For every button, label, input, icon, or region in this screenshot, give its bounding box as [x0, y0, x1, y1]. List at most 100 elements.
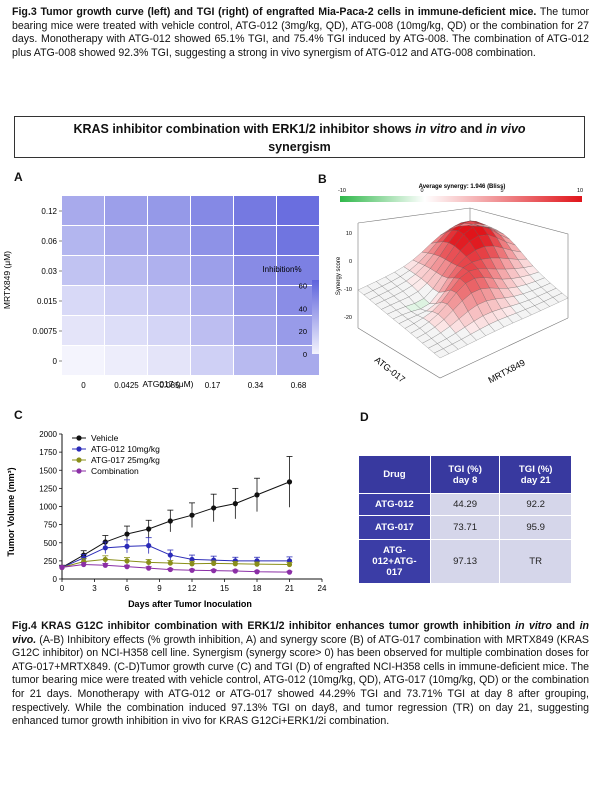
heatmap-cell [191, 316, 233, 345]
data-point [254, 561, 260, 567]
growth-y-tick: 1500 [39, 466, 57, 475]
heatmap-x-tick: 0.17 [205, 381, 221, 390]
growth-y-tick: 1000 [39, 503, 57, 512]
growth-x-tick: 24 [318, 584, 327, 593]
heatmap-x-tick: 0.085 [159, 381, 180, 390]
heatmap-x-tick: 0.68 [291, 381, 307, 390]
data-point [189, 567, 195, 573]
heatmap-y-tick: 0.015 [37, 297, 58, 306]
banner-italic-in-vitro: in vitro [415, 122, 457, 136]
banner-and: and [456, 122, 486, 136]
growth-x-tick: 0 [60, 584, 65, 593]
z-tick: -10 [344, 287, 352, 293]
data-point [167, 552, 173, 558]
z-axis-label: Synergy score [336, 256, 342, 295]
synergy-bar-tick: 5 [500, 188, 503, 194]
fig4-caption-and: and [551, 620, 580, 632]
growth-x-axis-label: Days after Tumor Inoculation [128, 599, 252, 609]
surface-x-axis-label: MRTX849 [486, 357, 526, 385]
data-point [211, 568, 217, 574]
heatmap-y-tick: 0.0075 [33, 327, 58, 336]
heatmap-cell [62, 286, 104, 315]
growth-x-tick: 18 [253, 584, 262, 593]
panel-letter-d: D [360, 410, 369, 424]
data-point [211, 505, 217, 511]
table-cell-day21: 95.9 [499, 515, 572, 540]
legend-entry: ATG-017 25mg/kg [91, 455, 160, 465]
data-point [254, 569, 260, 575]
banner-line1: KRAS inhibitor combination with ERK1/2 i… [73, 122, 416, 136]
banner-italic-in-vivo: in vivo [485, 122, 526, 136]
heatmap-cell [148, 226, 190, 255]
fig4-caption-in-vitro: in vitro [515, 620, 552, 632]
growth-x-tick: 6 [125, 584, 130, 593]
table-header-day21: TGI (%) day 21 [499, 455, 572, 494]
data-point [167, 560, 173, 566]
heatmap-cell [234, 256, 276, 285]
heatmap-cell [234, 346, 276, 375]
colorbar-tick: 20 [299, 327, 307, 336]
heatmap-cell [148, 286, 190, 315]
legend-entry: Vehicle [91, 433, 119, 443]
data-point [59, 564, 65, 570]
heatmap-cell [148, 346, 190, 375]
data-point [286, 569, 293, 575]
table-cell-drug: ATG-017 [358, 515, 431, 540]
data-point [81, 561, 87, 568]
legend-entry: ATG-012 10mg/kg [91, 444, 160, 454]
panel-letter-b: B [318, 172, 327, 186]
heatmap-cell [148, 196, 190, 225]
growth-y-tick: 2000 [39, 430, 57, 439]
heatmap-cell [105, 256, 147, 285]
data-point [211, 560, 217, 567]
data-point [124, 531, 130, 537]
table-row: ATG-017 73.71 95.9 [358, 515, 572, 540]
legend-entry: Combination [91, 466, 139, 476]
data-point [286, 561, 293, 568]
heatmap-cell [62, 256, 104, 285]
heatmap-cell [234, 316, 276, 345]
data-point [146, 526, 152, 532]
heatmap-cell [191, 196, 233, 225]
data-point [124, 564, 130, 570]
heatmap-y-tick: 0.03 [41, 267, 57, 276]
panel-letter-c: C [14, 408, 23, 422]
growth-x-tick: 15 [220, 584, 229, 593]
colorbar-title: Inhibition% [262, 265, 301, 274]
heatmap-cell [62, 196, 104, 225]
data-point [102, 545, 108, 551]
z-tick: -20 [344, 315, 352, 321]
data-point [167, 518, 173, 524]
section-banner: KRAS inhibitor combination with ERK1/2 i… [14, 116, 585, 158]
fig4-caption-in-vivo: in vivo. [12, 620, 589, 646]
fig4-caption-lead: Fig.4 KRAS G12C inhibitor combination wi… [12, 620, 516, 632]
tgi-table: Drug TGI (%) day 8 TGI (%) day 21 ATG-01… [358, 455, 572, 584]
heatmap-cell [62, 346, 104, 375]
surface-frame [357, 207, 569, 379]
heatmap-cell [191, 226, 233, 255]
growth-y-tick: 1750 [39, 448, 57, 457]
data-point [124, 558, 130, 564]
data-point [254, 492, 260, 498]
legend-marker [76, 468, 82, 474]
heatmap-y-axis-label: MRTX849 (μM) [2, 251, 12, 309]
surface-cell [552, 292, 569, 303]
data-point [232, 501, 238, 507]
growth-y-axis-label: Tumor Volume (mm³) [6, 467, 16, 556]
synergy-color-bar [340, 196, 582, 202]
table-cell-day21: TR [499, 539, 572, 584]
heatmap-x-tick: 0.34 [248, 381, 264, 390]
fig4-caption-body: (A-B) Inhibitory effects (% growth inhib… [12, 633, 589, 728]
heatmap-cell [105, 346, 147, 375]
heatmap-x-axis-label: ATG017 (μM) [142, 379, 193, 389]
heatmap-cell [62, 316, 104, 345]
fig4-caption: Fig.4 KRAS G12C inhibitor combination wi… [12, 620, 589, 729]
fig3-caption-lead: Fig.3 Tumor growth curve (left) and TGI … [12, 6, 537, 18]
heatmap-x-tick: 0.0425 [114, 381, 139, 390]
heatmap-cell [105, 226, 147, 255]
heatmap-cell [234, 286, 276, 315]
heatmap-cell [148, 316, 190, 345]
synergy-bar-tick: 10 [577, 188, 583, 194]
table-header-drug: Drug [358, 455, 431, 494]
table-cell-day8: 44.29 [429, 493, 501, 516]
